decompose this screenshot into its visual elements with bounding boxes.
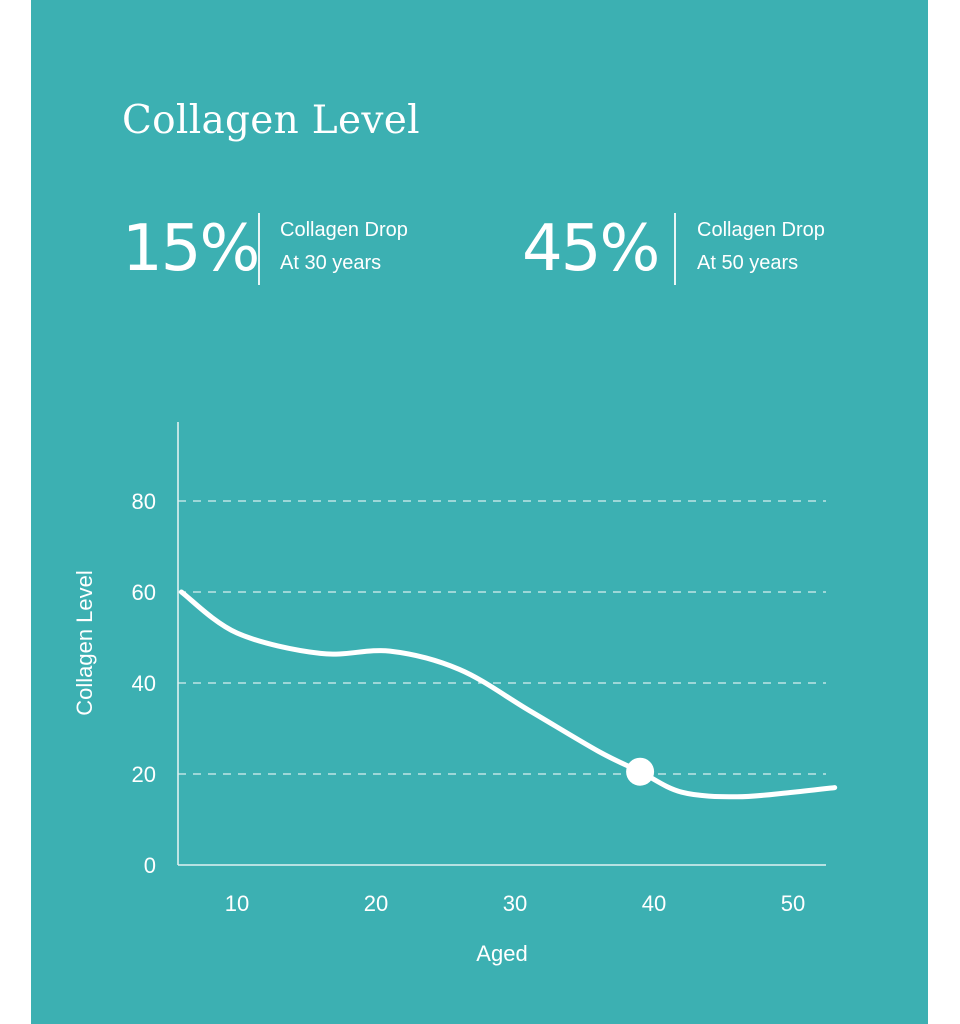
- stat-sublabel: At 50 years: [697, 252, 799, 274]
- stat-divider: [674, 213, 676, 285]
- stat-label: Collagen Drop: [280, 219, 408, 241]
- y-tick-label: 20: [132, 762, 156, 787]
- stat-sublabel: At 30 years: [280, 252, 382, 274]
- highlight-point: [626, 757, 655, 786]
- stat-label: Collagen Drop: [697, 219, 825, 241]
- x-axis-title: Aged: [476, 941, 527, 966]
- y-tick-label: 40: [132, 671, 156, 696]
- y-tick-label: 60: [132, 580, 156, 605]
- series-line: [178, 589, 838, 800]
- page-title: Collagen Level: [122, 98, 420, 143]
- stat-value: 15%: [122, 212, 260, 286]
- x-tick-label: 10: [225, 891, 249, 916]
- y-tick-label: 80: [132, 489, 156, 514]
- x-tick-label: 40: [642, 891, 666, 916]
- y-tick-label: 0: [144, 853, 156, 878]
- stat-divider: [258, 213, 260, 285]
- x-tick-label: 20: [364, 891, 388, 916]
- chart-panel: [31, 0, 928, 1024]
- stat-value: 45%: [522, 212, 660, 286]
- x-tick-label: 30: [503, 891, 527, 916]
- x-tick-label: 50: [781, 891, 805, 916]
- y-axis-title: Collagen Level: [72, 570, 97, 716]
